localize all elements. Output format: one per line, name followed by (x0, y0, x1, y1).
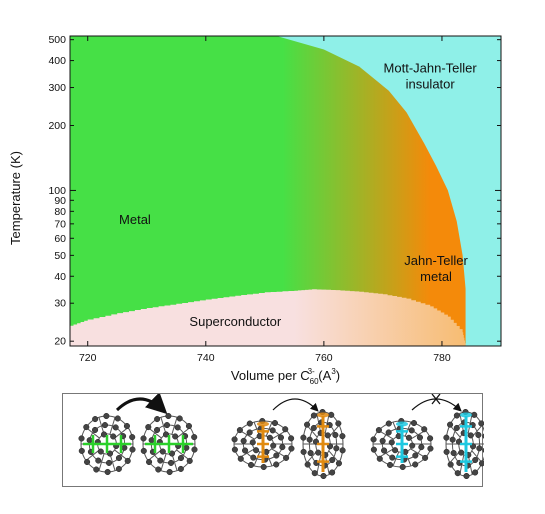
c60-molecule (78, 412, 136, 476)
y-tick-label: 70 (54, 218, 66, 230)
y-tick-label: 80 (54, 206, 66, 218)
molecules (78, 408, 484, 480)
region-label-mott-jahn-teller: Mott-Jahn-Teller (384, 61, 478, 76)
hopping-arrow (272, 398, 319, 412)
region-metal (70, 36, 466, 346)
x-tick-label: 760 (315, 352, 333, 364)
y-axis-title: Temperature (K) (8, 151, 23, 245)
c60-molecule (300, 408, 346, 480)
x-tick-label: 780 (433, 352, 451, 364)
y-tick-label: 90 (54, 195, 66, 207)
y-tick-label: 400 (48, 55, 66, 67)
c60-molecule (231, 417, 295, 471)
hopping-arrows (115, 394, 462, 415)
y-tick-label: 30 (54, 298, 66, 310)
y-tick-label: 300 (48, 82, 66, 94)
y-tick-label: 100 (48, 185, 66, 197)
blocked-mark (431, 394, 441, 405)
x-tick-label: 720 (79, 352, 97, 364)
region-label-insulator: insulator (406, 77, 456, 92)
hopping-arrow (115, 394, 168, 415)
y-tick-label: 40 (54, 271, 66, 283)
orbital-hopping-panel (62, 393, 484, 487)
region-superconductor (70, 289, 466, 346)
y-tick-label: 20 (54, 336, 66, 348)
region-label-jahn-teller: Jahn-Teller (404, 253, 468, 268)
region-label-superconductor: Superconductor (189, 314, 281, 329)
hopping-arrow (411, 398, 462, 412)
x-tick-label: 740 (197, 352, 215, 364)
y-tick-label: 50 (54, 250, 66, 262)
region-label-jahn-teller-metal: metal (420, 269, 452, 284)
plot-frame (69, 35, 502, 347)
c60-molecule (443, 408, 484, 480)
y-tick-label: 500 (48, 34, 66, 46)
x-axis-title: Volume per C603- (A3) (231, 367, 340, 386)
y-tick-label: 60 (54, 233, 66, 245)
c60-molecule (370, 417, 434, 471)
x-axis-ticks: 720 740 760 780 (79, 36, 451, 364)
region-label-metal: Metal (119, 212, 151, 227)
y-tick-label: 200 (48, 120, 66, 132)
c60-molecule (140, 412, 198, 476)
molecule-illustrations (78, 394, 484, 480)
